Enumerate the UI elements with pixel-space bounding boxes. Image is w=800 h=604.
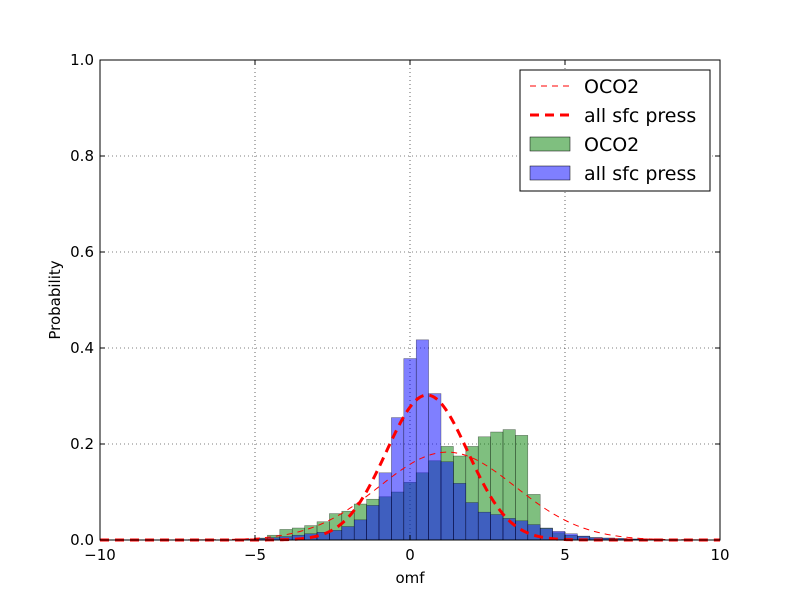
y-tick-label: 0.0 xyxy=(70,531,94,549)
legend: OCO2 all sfc press OCO2 all sfc press xyxy=(520,70,710,191)
x-tick-label: −5 xyxy=(244,546,266,564)
sfc-press-hist-bar xyxy=(478,512,490,540)
x-tick-label: 5 xyxy=(560,546,570,564)
y-tick-label: 0.6 xyxy=(70,243,94,261)
legend-label-sfc-hist: all sfc press xyxy=(584,163,696,185)
sfc-press-hist-bar xyxy=(453,483,465,540)
legend-label-oco2-fit: OCO2 xyxy=(584,76,639,98)
y-tick-label: 0.4 xyxy=(70,339,94,357)
sfc-press-hist-bar xyxy=(379,473,391,540)
y-axis-label: Probability xyxy=(46,260,64,339)
y-tick-label: 1.0 xyxy=(70,51,94,69)
sfc-press-hist-bar xyxy=(367,505,379,540)
sfc-press-hist-bar xyxy=(404,359,416,540)
sfc-press-hist-bar xyxy=(466,503,478,540)
legend-label-sfc-fit: all sfc press xyxy=(584,105,696,127)
legend-label-oco2-hist: OCO2 xyxy=(584,134,639,156)
x-tick-label: 0 xyxy=(405,546,415,564)
legend-swatch-oco2-hist xyxy=(530,137,570,151)
sfc-press-hist-bar xyxy=(416,340,428,540)
y-tick-label: 0.2 xyxy=(70,435,94,453)
legend-swatch-sfc-hist xyxy=(530,166,570,180)
y-tick-label: 0.8 xyxy=(70,147,94,165)
sfc-press-hist-bar xyxy=(354,520,366,540)
x-axis-label: omf xyxy=(395,569,425,587)
sfc-press-hist-bar xyxy=(429,394,441,540)
sfc-press-hist-bar xyxy=(342,527,354,540)
sfc-press-hist-bar xyxy=(441,462,453,540)
x-tick-label: 10 xyxy=(710,546,729,564)
sfc-press-hist-bar xyxy=(491,515,503,540)
